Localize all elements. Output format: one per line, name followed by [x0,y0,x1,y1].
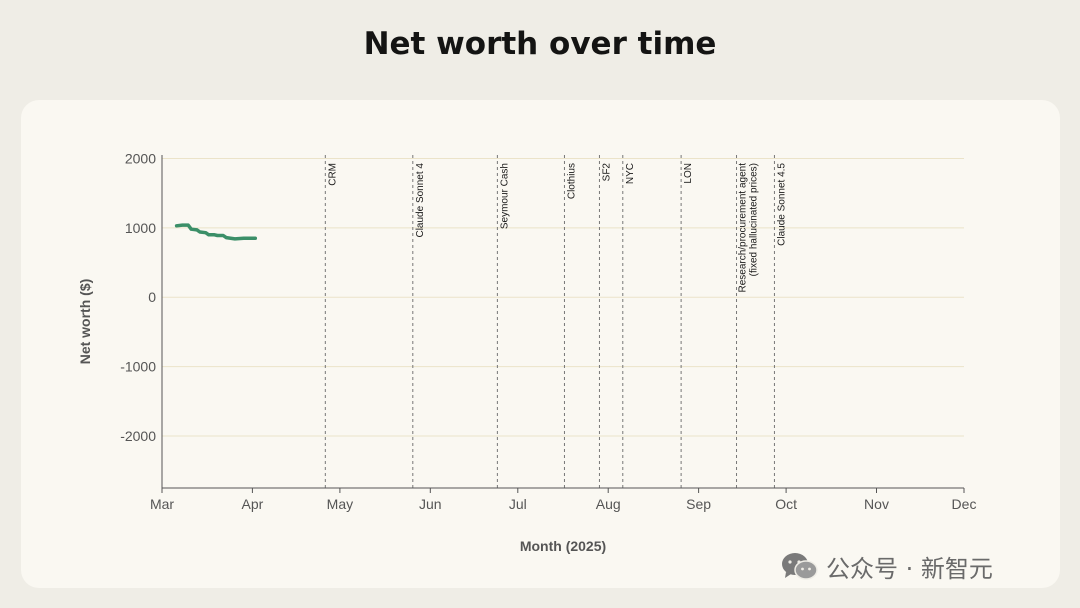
event-label: Research/procurement agent [738,163,749,293]
x-tick-label: Dec [952,496,977,512]
chart-card: CRM Claude Sonnet 4 Seymour Cash Clothius SF… [21,100,1060,588]
x-tick-label: Apr [242,496,264,512]
event-label: (fixed hallucinated prices) [749,163,760,276]
series [174,223,258,241]
x-tick-label: Nov [864,496,889,512]
x-tick-label: Jul [509,496,527,512]
y-tick-label: -2000 [120,428,156,444]
x-tick-label: Mar [150,496,174,512]
y-tick-label: 1000 [125,220,156,236]
net-worth-line [174,223,258,241]
x-tick-label: Jun [419,496,442,512]
axes [161,155,964,489]
event-label: Seymour Cash [499,163,510,229]
y-tick-label: 2000 [125,150,156,166]
event-label: LON [683,163,694,184]
x-tick-label: Sep [686,496,711,512]
event-markers: CRM Claude Sonnet 4 Seymour Cash Clothius SF… [324,155,787,488]
x-tick-label: Aug [596,496,621,512]
event-label: Claude Sonnet 4 [415,163,426,238]
event-label: CRM [327,163,338,186]
watermark: 公众号 · 新智元 [780,548,993,584]
y-tick-label: 0 [148,289,156,305]
gridlines [162,157,964,437]
watermark-text: 公众号 · 新智元 [826,554,993,583]
page-title: Net worth over time [363,26,717,62]
x-axis-label: Month (2025) [520,538,606,554]
event-label: NYC [625,163,636,184]
y-axis-label: Net worth ($) [77,279,93,365]
x-tick-label: May [327,496,353,512]
event-label: Claude Sonnet 4.5 [776,163,787,246]
x-tick-label: Oct [775,496,797,512]
tick-labels: 2000 1000 0 -1000 -2000 Mar Apr May Jun Jul Aug Sep… [120,150,976,512]
event-label: Clothius [566,163,577,199]
y-tick-label: -1000 [120,359,156,375]
event-label: SF2 [601,163,612,182]
net-worth-line-chart: CRM Claude Sonnet 4 Seymour Cash Clothius SF… [77,150,976,554]
wechat-icon [782,553,818,580]
